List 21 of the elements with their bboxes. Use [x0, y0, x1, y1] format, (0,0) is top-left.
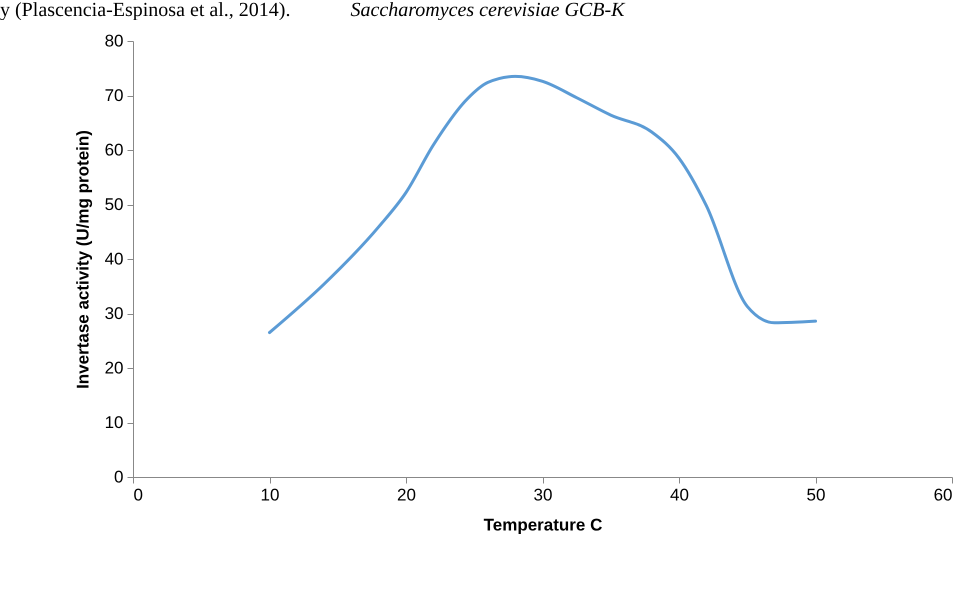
y-tick-label: 10	[104, 413, 124, 432]
x-tick-label: 60	[934, 486, 952, 504]
x-tick-label: 30	[534, 486, 552, 504]
x-tick-label: 20	[397, 486, 416, 504]
y-tick-label: 0	[114, 468, 124, 486]
y-tick-label: 40	[104, 250, 124, 268]
text: Saccharomyces cerevisiae GCB-K	[350, 0, 624, 21]
x-tick-label: 40	[670, 486, 689, 504]
y-tick-label: 50	[104, 195, 124, 214]
y-tick-label: 80	[104, 32, 124, 50]
y-tick-label: 20	[104, 358, 124, 378]
x-tick-label: 0	[134, 486, 143, 504]
y-tick-label: 30	[104, 304, 124, 323]
x-tick-label: 50	[806, 486, 826, 504]
y-tick-label: 70	[104, 86, 124, 105]
x-tick-label: 10	[260, 486, 280, 504]
x-axis-title: Temperature C	[484, 516, 602, 534]
y-axis-title: Invertase activity (U/mg protein)	[74, 130, 93, 389]
text: y (Plascencia-Espinosa et al., 2014).	[0, 0, 290, 21]
line-series	[268, 74, 817, 334]
y-tick-label: 60	[104, 140, 124, 160]
